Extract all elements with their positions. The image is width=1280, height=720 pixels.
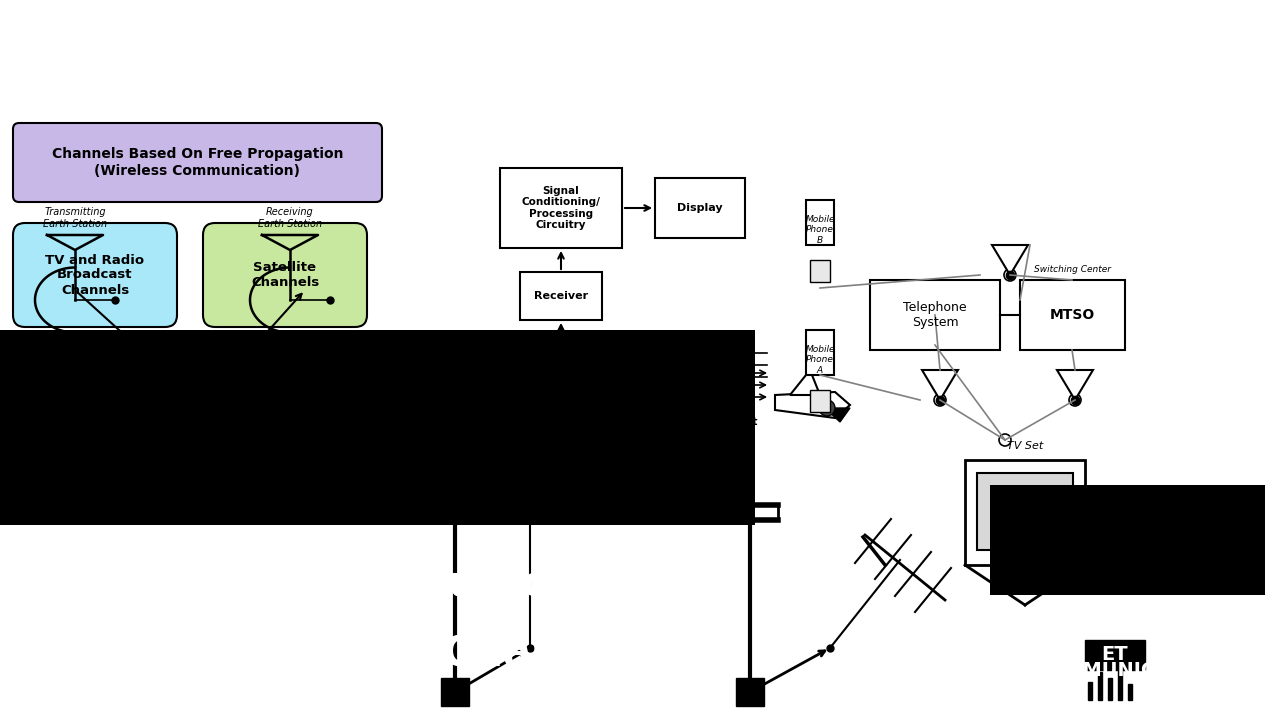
Text: TV and Radio
Broadcast
Channels: TV and Radio Broadcast Channels <box>45 253 145 297</box>
Text: Display: Display <box>677 203 723 213</box>
Text: Satellite
Channels: Satellite Channels <box>251 261 319 289</box>
Bar <box>182 362 218 390</box>
Bar <box>488 410 598 495</box>
Bar <box>870 280 1000 350</box>
Text: Receiving
Earth Station: Receiving Earth Station <box>259 207 323 229</box>
Bar <box>500 168 622 248</box>
Bar <box>1020 280 1125 350</box>
Bar <box>810 260 829 282</box>
Text: Down link: Down link <box>284 355 335 365</box>
Polygon shape <box>682 375 700 395</box>
Text: T/R
Switch: T/R Switch <box>540 374 582 396</box>
Bar <box>498 448 588 485</box>
Bar <box>442 678 468 706</box>
Polygon shape <box>1057 370 1093 400</box>
Polygon shape <box>774 392 850 418</box>
Bar <box>669 379 682 391</box>
Bar <box>655 178 745 238</box>
Circle shape <box>819 400 835 416</box>
Text: Transmitting
Earth Station: Transmitting Earth Station <box>44 207 108 229</box>
Text: COMMUNICATION: COMMUNICATION <box>1032 660 1222 680</box>
Text: Mobile Channels: Mobile Channels <box>33 396 156 409</box>
Text: Wireless Communication: Wireless Communication <box>87 562 667 604</box>
Text: Satellite: Satellite <box>184 420 227 430</box>
Text: Receiver: Receiver <box>534 291 588 301</box>
Polygon shape <box>992 245 1028 275</box>
Polygon shape <box>790 370 820 395</box>
Bar <box>736 678 764 706</box>
Text: Up link: Up link <box>82 355 118 365</box>
Polygon shape <box>826 408 850 422</box>
Text: TV Set: TV Set <box>1007 441 1043 451</box>
Text: SYSTEMS: SYSTEMS <box>1076 621 1178 639</box>
Circle shape <box>1004 269 1016 281</box>
Bar <box>1128 684 1132 700</box>
Bar <box>0 330 755 525</box>
Bar <box>1088 682 1092 700</box>
Text: Mobile
Phone
B: Mobile Phone B <box>805 215 835 245</box>
FancyBboxPatch shape <box>13 223 177 327</box>
Circle shape <box>1069 394 1082 406</box>
Bar <box>965 460 1085 565</box>
Bar <box>977 473 1073 550</box>
Bar <box>218 386 250 400</box>
Text: Telephone
System: Telephone System <box>904 301 966 329</box>
Bar <box>520 272 602 320</box>
Text: Signal
Conditioning/
Processing
Circuitry: Signal Conditioning/ Processing Circuitr… <box>521 186 600 230</box>
Bar <box>806 330 835 375</box>
Bar <box>1108 678 1112 700</box>
Text: ET: ET <box>1102 646 1128 665</box>
Text: Object: Object <box>718 417 758 427</box>
Bar <box>1098 672 1102 700</box>
Text: Switching Center: Switching Center <box>1033 266 1111 274</box>
Bar <box>390 362 490 412</box>
Text: Transmitter: Transmitter <box>403 382 476 392</box>
FancyBboxPatch shape <box>204 223 367 327</box>
Circle shape <box>934 394 946 406</box>
Text: Mobile
Phone
A: Mobile Phone A <box>805 345 835 375</box>
FancyBboxPatch shape <box>13 123 381 202</box>
FancyBboxPatch shape <box>204 358 367 447</box>
Polygon shape <box>922 370 957 400</box>
FancyBboxPatch shape <box>13 358 177 447</box>
Circle shape <box>998 434 1011 446</box>
Bar <box>989 485 1265 595</box>
Bar <box>520 345 602 425</box>
Bar <box>150 386 182 400</box>
Bar <box>1117 668 1123 700</box>
Text: Channels Based On Free Propagation
(Wireless Communication): Channels Based On Free Propagation (Wire… <box>51 148 343 178</box>
Text: Radio Set: Radio Set <box>516 393 570 403</box>
Text: MTSO: MTSO <box>1050 308 1096 322</box>
Bar <box>1085 640 1146 670</box>
Text: Communication Channels -: Communication Channels - <box>64 632 690 674</box>
Bar <box>806 200 835 245</box>
Text: Radar: Radar <box>262 396 307 409</box>
Bar <box>810 390 829 412</box>
Text: Antenna: Antenna <box>632 435 685 445</box>
